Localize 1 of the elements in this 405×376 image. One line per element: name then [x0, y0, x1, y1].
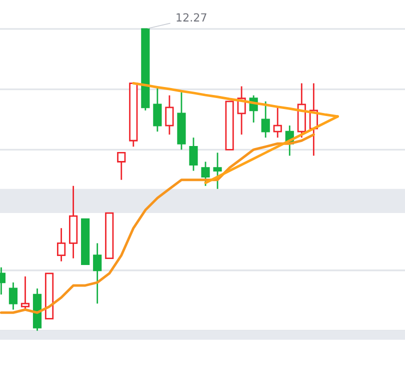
text: 12.27 [176, 13, 206, 22]
